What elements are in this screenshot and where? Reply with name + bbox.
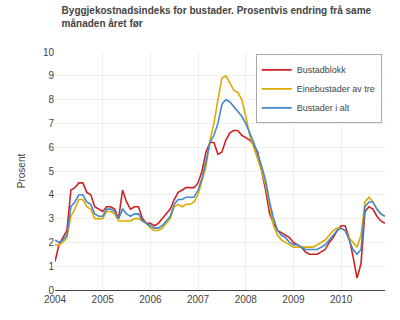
- svg-text:3: 3: [48, 213, 54, 224]
- svg-text:2008: 2008: [235, 294, 258, 305]
- svg-text:4: 4: [48, 189, 54, 200]
- svg-text:2006: 2006: [139, 294, 162, 305]
- svg-text:2004: 2004: [44, 294, 67, 305]
- svg-text:Einebustader av tre: Einebustader av tre: [297, 84, 375, 94]
- svg-text:9: 9: [48, 70, 54, 81]
- svg-text:8: 8: [48, 94, 54, 105]
- svg-text:2007: 2007: [187, 294, 210, 305]
- svg-text:1: 1: [48, 261, 54, 272]
- svg-text:7: 7: [48, 118, 54, 129]
- svg-text:Bustadblokk: Bustadblokk: [297, 65, 347, 75]
- svg-text:10: 10: [43, 47, 55, 58]
- svg-text:5: 5: [48, 166, 54, 177]
- svg-text:2005: 2005: [92, 294, 115, 305]
- svg-text:Byggjekostnadsindeks for busta: Byggjekostnadsindeks for bustader. Prose…: [62, 5, 372, 29]
- svg-text:Prosent: Prosent: [16, 154, 27, 189]
- svg-text:2: 2: [48, 237, 54, 248]
- svg-text:2010: 2010: [330, 294, 353, 305]
- svg-text:Bustader i alt: Bustader i alt: [297, 103, 350, 113]
- svg-text:6: 6: [48, 142, 54, 153]
- svg-text:0: 0: [48, 285, 54, 296]
- svg-text:2009: 2009: [282, 294, 305, 305]
